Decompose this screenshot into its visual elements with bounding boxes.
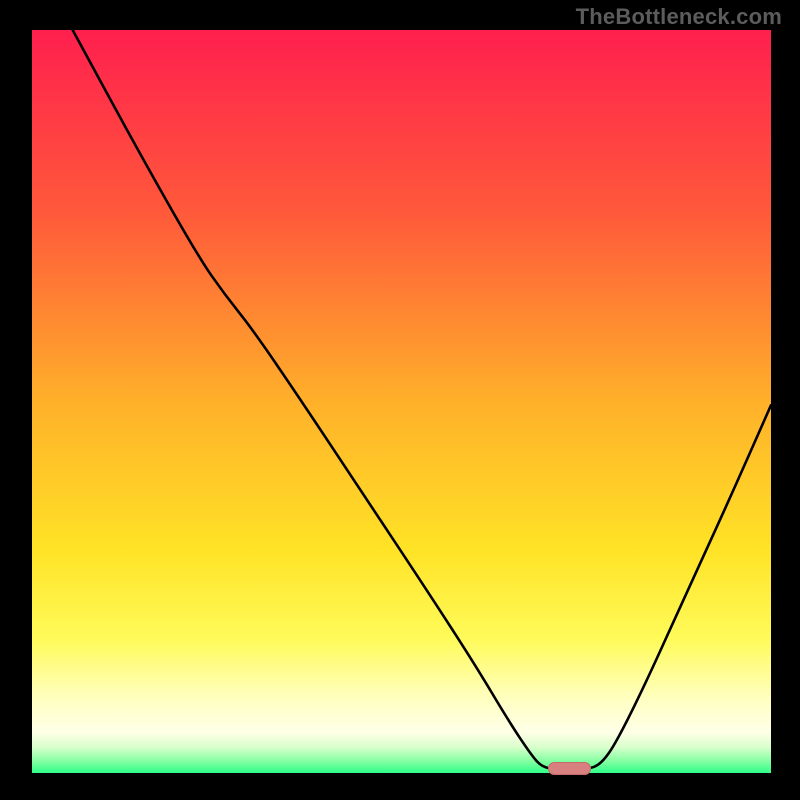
watermark-text: TheBottleneck.com <box>576 4 782 30</box>
plot-area <box>32 30 771 773</box>
bottleneck-curve <box>32 30 771 773</box>
chart-frame: TheBottleneck.com <box>0 0 800 800</box>
valley-marker <box>548 762 591 775</box>
